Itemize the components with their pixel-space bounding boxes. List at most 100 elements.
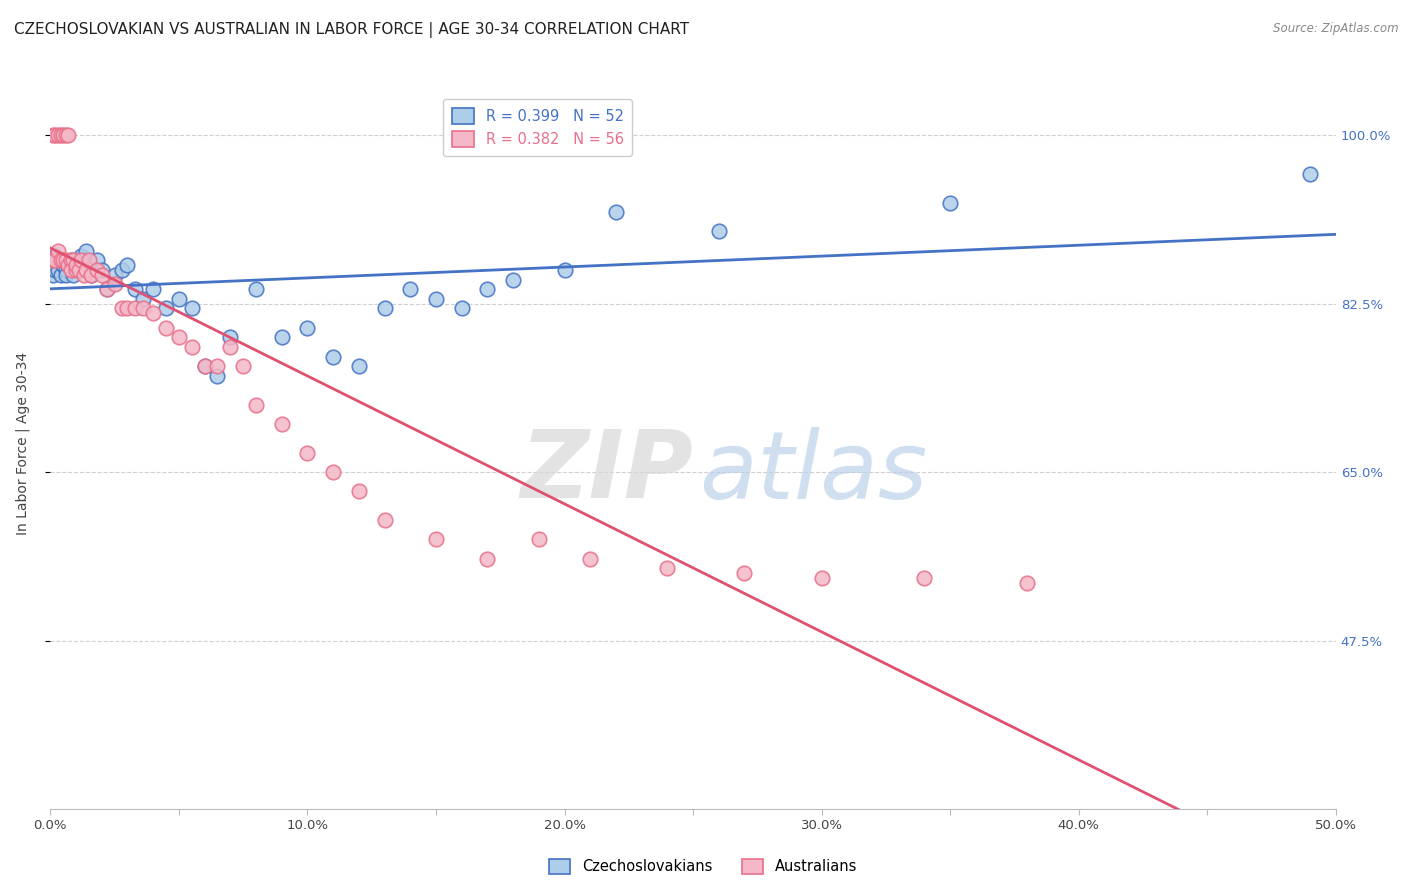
Point bbox=[46, 244, 69, 258]
Point bbox=[65, 253, 87, 268]
Point bbox=[142, 306, 165, 320]
Point bbox=[155, 320, 177, 334]
Point bbox=[70, 253, 93, 268]
Point bbox=[167, 292, 190, 306]
Point bbox=[374, 513, 396, 527]
Point bbox=[132, 292, 155, 306]
Point bbox=[270, 417, 292, 431]
Point bbox=[207, 359, 229, 374]
Point bbox=[96, 282, 118, 296]
Point bbox=[347, 359, 370, 374]
Point bbox=[67, 263, 90, 277]
Point bbox=[65, 263, 87, 277]
Point bbox=[132, 301, 155, 316]
Point bbox=[77, 253, 100, 268]
Point bbox=[73, 253, 96, 268]
Point bbox=[59, 253, 82, 268]
Legend: R = 0.399   N = 52, R = 0.382   N = 56: R = 0.399 N = 52, R = 0.382 N = 56 bbox=[443, 99, 633, 156]
Point bbox=[73, 268, 96, 282]
Point bbox=[44, 248, 66, 262]
Point bbox=[553, 263, 575, 277]
Point bbox=[52, 128, 75, 143]
Point bbox=[77, 258, 100, 272]
Point bbox=[374, 301, 396, 316]
Point bbox=[49, 268, 72, 282]
Point bbox=[55, 263, 77, 277]
Y-axis label: In Labor Force | Age 30-34: In Labor Force | Age 30-34 bbox=[15, 351, 30, 535]
Point bbox=[111, 263, 134, 277]
Point bbox=[52, 258, 75, 272]
Point bbox=[44, 128, 66, 143]
Point bbox=[70, 248, 93, 262]
Point bbox=[49, 128, 72, 143]
Point bbox=[297, 446, 319, 460]
Text: ZIP: ZIP bbox=[520, 426, 693, 518]
Point bbox=[245, 398, 267, 412]
Point bbox=[270, 330, 292, 344]
Point bbox=[75, 244, 97, 258]
Point bbox=[90, 268, 112, 282]
Point bbox=[42, 253, 65, 268]
Point bbox=[42, 268, 65, 282]
Point bbox=[322, 350, 344, 364]
Point bbox=[477, 551, 499, 566]
Point bbox=[111, 301, 134, 316]
Point bbox=[207, 368, 229, 383]
Point bbox=[58, 128, 80, 143]
Point bbox=[194, 359, 217, 374]
Point bbox=[180, 340, 202, 354]
Point bbox=[579, 551, 602, 566]
Text: Source: ZipAtlas.com: Source: ZipAtlas.com bbox=[1274, 22, 1399, 36]
Point bbox=[502, 272, 524, 286]
Point bbox=[194, 359, 217, 374]
Point bbox=[52, 253, 75, 268]
Point bbox=[527, 533, 550, 547]
Point bbox=[1017, 575, 1039, 590]
Point bbox=[425, 292, 447, 306]
Point bbox=[219, 330, 242, 344]
Legend: Czechoslovakians, Australians: Czechoslovakians, Australians bbox=[543, 853, 863, 880]
Point bbox=[180, 301, 202, 316]
Point bbox=[62, 268, 84, 282]
Point bbox=[104, 277, 127, 292]
Point bbox=[59, 263, 82, 277]
Point bbox=[49, 253, 72, 268]
Point bbox=[59, 253, 82, 268]
Point bbox=[62, 253, 84, 268]
Point bbox=[1299, 167, 1322, 181]
Point bbox=[232, 359, 254, 374]
Point bbox=[80, 268, 103, 282]
Point bbox=[75, 263, 97, 277]
Point bbox=[86, 263, 108, 277]
Point bbox=[810, 571, 832, 585]
Point bbox=[142, 282, 165, 296]
Text: CZECHOSLOVAKIAN VS AUSTRALIAN IN LABOR FORCE | AGE 30-34 CORRELATION CHART: CZECHOSLOVAKIAN VS AUSTRALIAN IN LABOR F… bbox=[14, 22, 689, 38]
Point bbox=[58, 258, 80, 272]
Point bbox=[245, 282, 267, 296]
Point bbox=[155, 301, 177, 316]
Point bbox=[605, 205, 627, 219]
Point bbox=[707, 224, 730, 238]
Point bbox=[80, 268, 103, 282]
Point bbox=[44, 263, 66, 277]
Point bbox=[347, 484, 370, 499]
Point bbox=[44, 253, 66, 268]
Point bbox=[65, 258, 87, 272]
Point bbox=[117, 258, 139, 272]
Point bbox=[49, 253, 72, 268]
Point bbox=[425, 533, 447, 547]
Point bbox=[733, 566, 755, 581]
Point bbox=[86, 253, 108, 268]
Point bbox=[450, 301, 472, 316]
Point bbox=[67, 263, 90, 277]
Point bbox=[46, 253, 69, 268]
Point bbox=[117, 301, 139, 316]
Point bbox=[58, 258, 80, 272]
Point bbox=[55, 268, 77, 282]
Point bbox=[219, 340, 242, 354]
Point bbox=[939, 195, 962, 210]
Point bbox=[297, 320, 319, 334]
Point bbox=[96, 282, 118, 296]
Point bbox=[52, 253, 75, 268]
Point bbox=[477, 282, 499, 296]
